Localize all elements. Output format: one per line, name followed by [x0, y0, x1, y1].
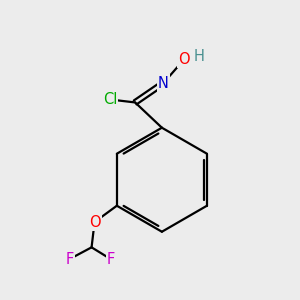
Text: N: N: [158, 76, 169, 91]
Text: O: O: [178, 52, 190, 67]
Text: Cl: Cl: [103, 92, 117, 107]
Text: F: F: [65, 252, 74, 267]
Text: H: H: [194, 49, 205, 64]
Text: F: F: [107, 252, 115, 267]
Text: O: O: [89, 214, 100, 230]
